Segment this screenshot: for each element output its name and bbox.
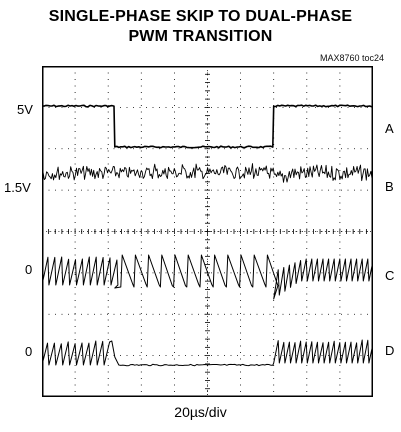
trace-d-line [42,339,373,367]
trace-c-id-label: C [385,268,395,283]
oscilloscope-plot [42,66,373,397]
chart-title-line1: SINGLE-PHASE SKIP TO DUAL-PHASE [48,8,353,25]
trace-a-id-label: A [385,121,394,136]
trace-b-id-label: B [385,179,394,194]
trace-d-level-label: 0 [25,344,33,359]
chart-title-line2: PWM TRANSITION [128,28,273,45]
trace-a-level-label: 5V [17,102,33,117]
trace-c-line [42,254,373,300]
traces [42,104,373,367]
x-axis-label: 20µs/div [174,404,227,420]
trace-a-line [42,104,372,149]
trace-c-level-label: 0 [25,262,33,277]
grid [42,66,373,397]
trace-d-id-label: D [385,343,395,358]
figure-tag: MAX8760 toc24 [319,53,384,63]
trace-b-line [42,163,373,183]
trace-b-level-label: 1.5V [4,180,31,195]
